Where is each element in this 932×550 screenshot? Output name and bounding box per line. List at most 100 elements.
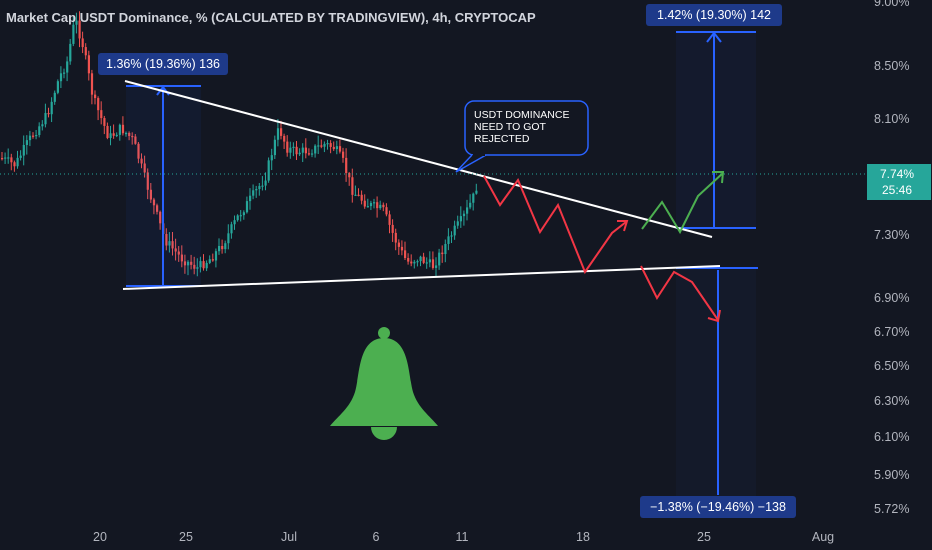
candle [208, 255, 211, 265]
candle [199, 256, 202, 273]
candle [134, 134, 137, 145]
measure-region-2 [676, 32, 756, 228]
candle [441, 245, 444, 263]
time-axis[interactable]: 20 25 Jul 6 11 18 25 Aug [93, 530, 834, 544]
x-tick-label: 25 [697, 530, 711, 544]
descending-trendline[interactable] [124, 80, 713, 238]
candle [187, 260, 190, 276]
candle [87, 50, 90, 81]
candle [292, 142, 295, 157]
chart-title: Market Cap USDT Dominance, % (CALCULATED… [6, 10, 536, 25]
x-tick-label: Jul [281, 530, 297, 544]
candle [416, 259, 419, 267]
candle [44, 103, 47, 128]
candle [391, 219, 394, 242]
y-tick-label: 6.10% [874, 430, 909, 444]
candle [472, 192, 475, 211]
candle [276, 118, 280, 147]
candle [90, 69, 94, 105]
y-tick-label: 9.00% [874, 0, 909, 9]
x-tick-label: 6 [373, 530, 380, 544]
candle [1, 151, 4, 161]
candle [202, 254, 205, 271]
candle [180, 245, 183, 268]
candle [81, 31, 84, 54]
candle [56, 79, 59, 95]
candle [125, 131, 128, 137]
candle [373, 198, 376, 209]
candle [97, 96, 100, 121]
x-tick-label: 25 [179, 530, 193, 544]
candle [214, 248, 218, 268]
candle [304, 138, 307, 159]
candle [450, 231, 453, 244]
candle [354, 185, 357, 197]
candle [236, 214, 239, 222]
candle [335, 140, 338, 155]
candle [400, 240, 404, 256]
candle [66, 56, 69, 82]
y-tick-label: 5.90% [874, 468, 909, 482]
measure-tool-2[interactable]: 1.42% (19.30%) 142 [646, 4, 782, 229]
candle [10, 153, 13, 171]
candle [115, 132, 118, 138]
candle [258, 182, 261, 196]
measure-label-3-bg [640, 496, 796, 518]
candle [131, 132, 134, 145]
candle [205, 260, 208, 272]
candle [360, 190, 363, 205]
x-tick-label: 20 [93, 530, 107, 544]
candle [168, 232, 171, 253]
candle [453, 220, 456, 240]
candle [345, 148, 348, 182]
candle [314, 144, 317, 158]
measure-label-3: −1.38% (−19.46%) −138 [650, 500, 786, 514]
candle [183, 254, 187, 274]
candle [177, 246, 180, 262]
candle [329, 140, 332, 154]
candle [326, 139, 329, 150]
candle [221, 239, 224, 254]
support-trendline[interactable] [122, 265, 721, 290]
candle [159, 210, 162, 230]
candle [385, 203, 388, 217]
candle [422, 252, 425, 265]
candle [428, 251, 431, 268]
candle [255, 185, 258, 198]
annotation-line-1: USDT DOMINANCE [474, 109, 569, 121]
candle [118, 123, 121, 141]
candle [301, 143, 304, 163]
candle [233, 215, 236, 230]
price-axis[interactable]: 9.00% 8.50% 8.10% 7.30% 6.90% 6.70% 6.50% 6.30%… [874, 0, 909, 516]
candle [413, 259, 416, 269]
annotation-text: USDT DOMINANCE NEED TO GOT REJECTED [474, 109, 572, 145]
measure-tool-1[interactable]: 1.36% (19.36%) 136 [98, 53, 228, 287]
candle [38, 122, 41, 138]
candle [50, 97, 53, 123]
annotation-callout[interactable]: USDT DOMINANCE NEED TO GOT REJECTED [455, 100, 589, 173]
y-tick-label: 6.70% [874, 325, 909, 339]
candle [435, 257, 438, 278]
candle [348, 171, 351, 186]
candle [242, 210, 245, 220]
candle [106, 122, 109, 140]
candle [28, 130, 32, 147]
last-price-value: 7.74% [880, 167, 914, 181]
candles [1, 11, 478, 278]
candle [19, 150, 22, 161]
candle [13, 160, 16, 172]
candle [41, 120, 44, 131]
candle [466, 199, 469, 221]
candle [407, 253, 410, 265]
y-tick-label: 8.10% [874, 112, 909, 126]
candle [295, 141, 298, 160]
candle [245, 196, 249, 214]
candle [156, 203, 159, 215]
last-price-badge: 7.74% 25:46 [867, 164, 931, 200]
measure-tool-3[interactable]: −1.38% (−19.46%) −138 [640, 267, 796, 518]
candle [332, 141, 335, 151]
candle [273, 135, 276, 160]
candle [286, 135, 289, 157]
candle [323, 141, 326, 153]
